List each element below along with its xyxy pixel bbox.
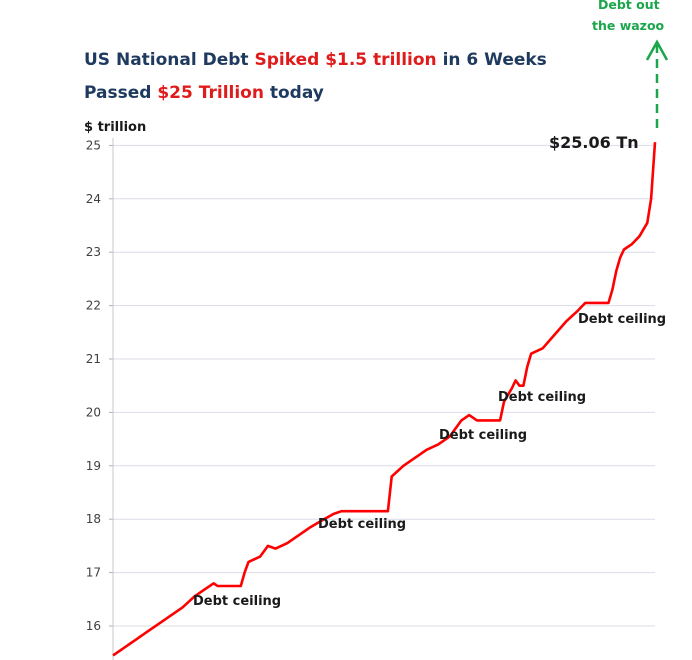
grid xyxy=(113,144,655,627)
annotation-debt-ceiling: Debt ceiling xyxy=(498,390,586,405)
chart-title-line-1: US National Debt Spiked $1.5 trillion in… xyxy=(84,50,547,70)
title-segment: Passed xyxy=(84,83,157,103)
annotation-last-value: $25.06 Tn xyxy=(549,133,639,152)
y-tick-label: 24 xyxy=(86,192,101,206)
title-segment: $25 Trillion xyxy=(157,83,270,103)
y-ticks: 16 17 18 19 20 21 22 23 24 25 xyxy=(86,138,113,633)
y-axis-label: $ trillion xyxy=(84,120,146,135)
title-segment: in 6 Weeks xyxy=(443,50,547,70)
annotation-debt-ceiling: Debt ceiling xyxy=(439,428,527,443)
title-segment: today xyxy=(270,83,324,103)
annotation-debt-ceiling: Debt ceiling xyxy=(578,312,666,327)
series-line xyxy=(112,142,657,657)
y-tick-label: 20 xyxy=(86,405,101,419)
annotation-debt-ceiling: Debt ceiling xyxy=(193,594,281,609)
title-segment: Spiked $1.5 trillion xyxy=(254,50,442,70)
annotation-debt-ceiling: Debt ceiling xyxy=(318,517,406,532)
y-tick-label: 22 xyxy=(86,299,101,313)
y-tick-label: 16 xyxy=(86,619,101,633)
annotation-wazoo-line-2: the wazoo xyxy=(592,18,665,33)
y-tick-label: 18 xyxy=(86,512,101,526)
y-tick-label: 23 xyxy=(86,245,101,259)
annotation-wazoo-line-1: Debt out xyxy=(598,0,660,12)
y-tick-label: 25 xyxy=(86,138,101,152)
y-tick-label: 21 xyxy=(86,352,101,366)
y-tick-label: 19 xyxy=(86,459,101,473)
y-tick-label: 17 xyxy=(86,566,101,580)
title-segment: US National Debt xyxy=(84,50,254,70)
chart-title-line-2: Passed $25 Trillion today xyxy=(84,83,324,103)
up-arrow-icon xyxy=(645,39,669,128)
